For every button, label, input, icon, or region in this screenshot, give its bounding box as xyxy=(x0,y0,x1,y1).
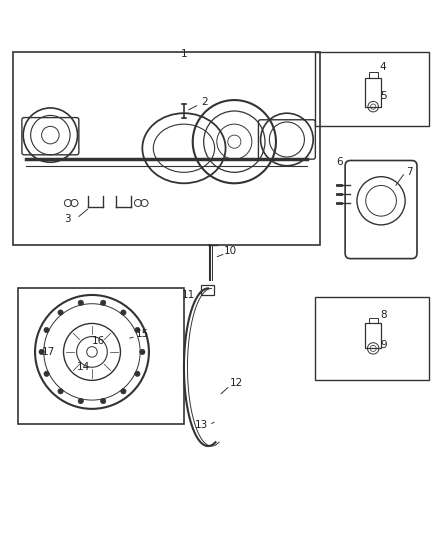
Text: 12: 12 xyxy=(230,377,243,387)
Text: 3: 3 xyxy=(64,214,71,224)
Text: 15: 15 xyxy=(136,329,149,340)
Text: 8: 8 xyxy=(380,310,387,320)
Circle shape xyxy=(140,349,145,354)
Bar xyxy=(369,71,378,78)
Text: 10: 10 xyxy=(223,246,237,256)
Bar xyxy=(365,78,381,107)
Circle shape xyxy=(101,398,106,403)
Bar xyxy=(18,288,184,424)
Circle shape xyxy=(44,371,49,376)
Text: 4: 4 xyxy=(380,62,387,72)
Circle shape xyxy=(101,300,106,305)
Circle shape xyxy=(121,389,126,394)
Circle shape xyxy=(78,300,83,305)
Text: 5: 5 xyxy=(380,91,387,101)
Circle shape xyxy=(135,327,140,333)
Bar xyxy=(315,52,429,126)
Text: 2: 2 xyxy=(201,97,208,107)
Text: 7: 7 xyxy=(406,167,413,177)
Circle shape xyxy=(44,327,49,333)
Text: 16: 16 xyxy=(92,336,105,346)
Circle shape xyxy=(39,349,44,354)
Text: 11: 11 xyxy=(182,290,195,300)
Bar xyxy=(315,297,429,381)
Bar xyxy=(365,324,381,348)
Circle shape xyxy=(58,389,63,394)
Text: 1: 1 xyxy=(180,49,187,59)
Text: 17: 17 xyxy=(42,347,55,357)
Text: 9: 9 xyxy=(380,341,387,350)
Text: 6: 6 xyxy=(336,157,343,167)
Bar xyxy=(369,318,378,324)
Circle shape xyxy=(78,398,83,403)
Bar xyxy=(201,285,214,295)
Text: 13: 13 xyxy=(195,420,208,430)
Circle shape xyxy=(58,310,63,315)
Text: 14: 14 xyxy=(77,362,90,372)
Bar xyxy=(13,52,320,245)
Circle shape xyxy=(121,310,126,315)
Circle shape xyxy=(135,371,140,376)
